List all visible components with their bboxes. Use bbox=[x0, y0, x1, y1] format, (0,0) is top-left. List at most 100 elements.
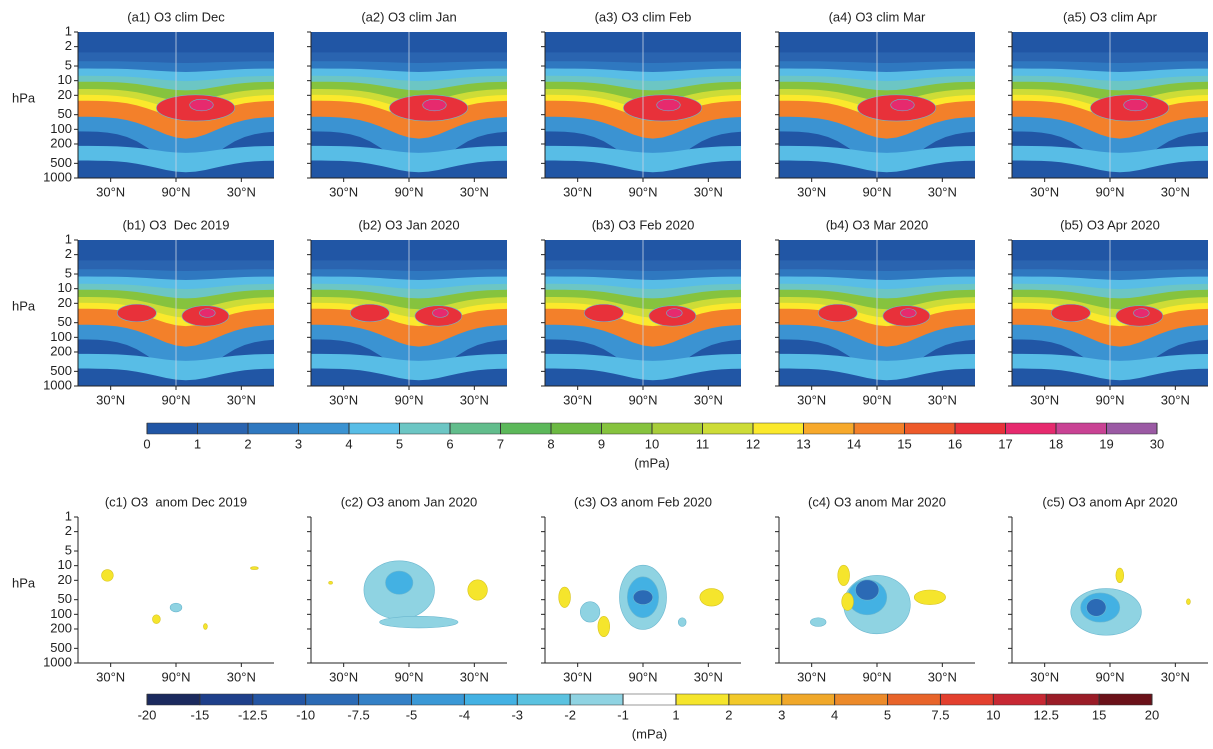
x-tick-label: 30°N bbox=[460, 184, 489, 199]
x-tick-label: 30°N bbox=[563, 184, 592, 199]
colorbar-segment bbox=[887, 693, 941, 706]
colorbar-segment bbox=[358, 693, 412, 706]
colorbar-tick-label: 5 bbox=[884, 707, 891, 722]
colorbar-tick-label: 19 bbox=[1099, 436, 1113, 451]
panel-title: (c4) O3 anom Mar 2020 bbox=[808, 494, 946, 509]
colorbar-segment bbox=[622, 693, 677, 706]
panel-title: (b2) O3 Jan 2020 bbox=[358, 217, 459, 232]
colorbar-tick-label: 1 bbox=[672, 707, 679, 722]
y-tick-label: 1000 bbox=[43, 377, 72, 392]
x-tick-label: 30°N bbox=[96, 184, 125, 199]
colorbar-segment bbox=[651, 422, 703, 435]
colorbar-tick-label: -2 bbox=[564, 707, 576, 722]
y-tick-label: 1 bbox=[65, 23, 72, 38]
x-tick-label: 30°N bbox=[460, 669, 489, 684]
contour-blob bbox=[583, 303, 624, 323]
contour-blob bbox=[558, 586, 571, 608]
colorbar-segment bbox=[298, 422, 350, 435]
contour-blob bbox=[1133, 308, 1150, 318]
colorbar-tick-label: 12.5 bbox=[1034, 707, 1059, 722]
contour-field bbox=[311, 240, 507, 386]
colorbar-segment bbox=[348, 422, 400, 435]
contour-blob bbox=[913, 589, 946, 605]
contour-blob bbox=[1123, 98, 1148, 112]
contour-blob bbox=[855, 579, 880, 601]
colorbar-segment bbox=[803, 422, 855, 435]
colorbar-tick-label: 16 bbox=[948, 436, 962, 451]
contour-field bbox=[1012, 32, 1208, 178]
x-tick-label: 30°N bbox=[227, 392, 256, 407]
contour-field bbox=[558, 564, 724, 638]
colorbar-segment bbox=[752, 422, 804, 435]
colorbar-segment bbox=[1106, 422, 1158, 435]
x-tick-label: 90°N bbox=[862, 392, 891, 407]
panel-title: (a4) O3 clim Mar bbox=[829, 9, 926, 24]
x-tick-label: 30°N bbox=[227, 184, 256, 199]
colorbar-segment bbox=[399, 422, 451, 435]
contour-blob bbox=[817, 303, 858, 323]
contour-field bbox=[78, 240, 274, 386]
x-tick-label: 90°N bbox=[161, 669, 190, 684]
colorbar-segment bbox=[993, 693, 1047, 706]
colorbar-tick-label: 6 bbox=[446, 436, 453, 451]
colorbar-tick-label: -5 bbox=[406, 707, 418, 722]
y-tick-label: 200 bbox=[50, 620, 72, 635]
colorbar-segment bbox=[675, 693, 730, 706]
colorbar-segment bbox=[411, 693, 465, 706]
y-tick-label: 10 bbox=[58, 557, 72, 572]
colorbar-segment bbox=[517, 693, 571, 706]
contour-blob bbox=[116, 303, 157, 323]
colorbar-tick-label: 15 bbox=[897, 436, 911, 451]
y-tick-label: 20 bbox=[58, 572, 72, 587]
colorbar-tick-label: 7 bbox=[497, 436, 504, 451]
panel-title: (a5) O3 clim Apr bbox=[1063, 9, 1158, 24]
contour-field bbox=[78, 32, 274, 178]
x-tick-label: 90°N bbox=[862, 184, 891, 199]
y-tick-label: 200 bbox=[50, 135, 72, 150]
colorbar-tick-label: 0 bbox=[143, 436, 150, 451]
x-tick-label: 30°N bbox=[928, 392, 957, 407]
colorbar-segment bbox=[197, 422, 249, 435]
contour-blob bbox=[203, 623, 208, 630]
contour-blob bbox=[699, 588, 724, 607]
x-tick-label: 90°N bbox=[628, 392, 657, 407]
x-tick-label: 30°N bbox=[1030, 669, 1059, 684]
colorbar-tick-label: -1 bbox=[617, 707, 629, 722]
x-tick-label: 30°N bbox=[928, 669, 957, 684]
colorbar-segment bbox=[569, 693, 624, 706]
y-tick-label: 200 bbox=[50, 343, 72, 358]
y-tick-label: 5 bbox=[65, 57, 72, 72]
y-axis-label: hPa bbox=[12, 575, 36, 590]
y-tick-label: 500 bbox=[50, 363, 72, 378]
x-tick-label: 30°N bbox=[797, 669, 826, 684]
contour-blob bbox=[632, 589, 654, 605]
colorbar-segment bbox=[1005, 422, 1057, 435]
contour-blob bbox=[837, 564, 850, 586]
colorbar-tick-label: -4 bbox=[459, 707, 471, 722]
contour-blob bbox=[666, 308, 683, 318]
colorbar-tick-label: 30 bbox=[1150, 436, 1164, 451]
colorbar-tick-label: 12 bbox=[746, 436, 760, 451]
colorbar-tick-label: 1 bbox=[194, 436, 201, 451]
contour-blob bbox=[432, 308, 449, 318]
colorbar-segment bbox=[702, 422, 754, 435]
colorbar-segment bbox=[550, 422, 602, 435]
x-tick-label: 90°N bbox=[1095, 669, 1124, 684]
colorbar-segment bbox=[247, 422, 299, 435]
y-tick-label: 20 bbox=[58, 295, 72, 310]
contour-field bbox=[779, 240, 975, 386]
contour-blob bbox=[250, 566, 259, 570]
y-tick-label: 2 bbox=[65, 38, 72, 53]
y-tick-label: 1000 bbox=[43, 169, 72, 184]
contour-field bbox=[545, 32, 741, 178]
contour-blob bbox=[101, 569, 114, 582]
x-tick-label: 30°N bbox=[460, 392, 489, 407]
contour-blob bbox=[810, 617, 827, 627]
x-tick-label: 30°N bbox=[797, 392, 826, 407]
colorbar-segment bbox=[449, 422, 501, 435]
y-tick-label: 500 bbox=[50, 155, 72, 170]
colorbar-tick-label: 9 bbox=[598, 436, 605, 451]
x-tick-label: 90°N bbox=[1095, 392, 1124, 407]
x-tick-label: 30°N bbox=[694, 392, 723, 407]
colorbar-tick-label: 2 bbox=[725, 707, 732, 722]
